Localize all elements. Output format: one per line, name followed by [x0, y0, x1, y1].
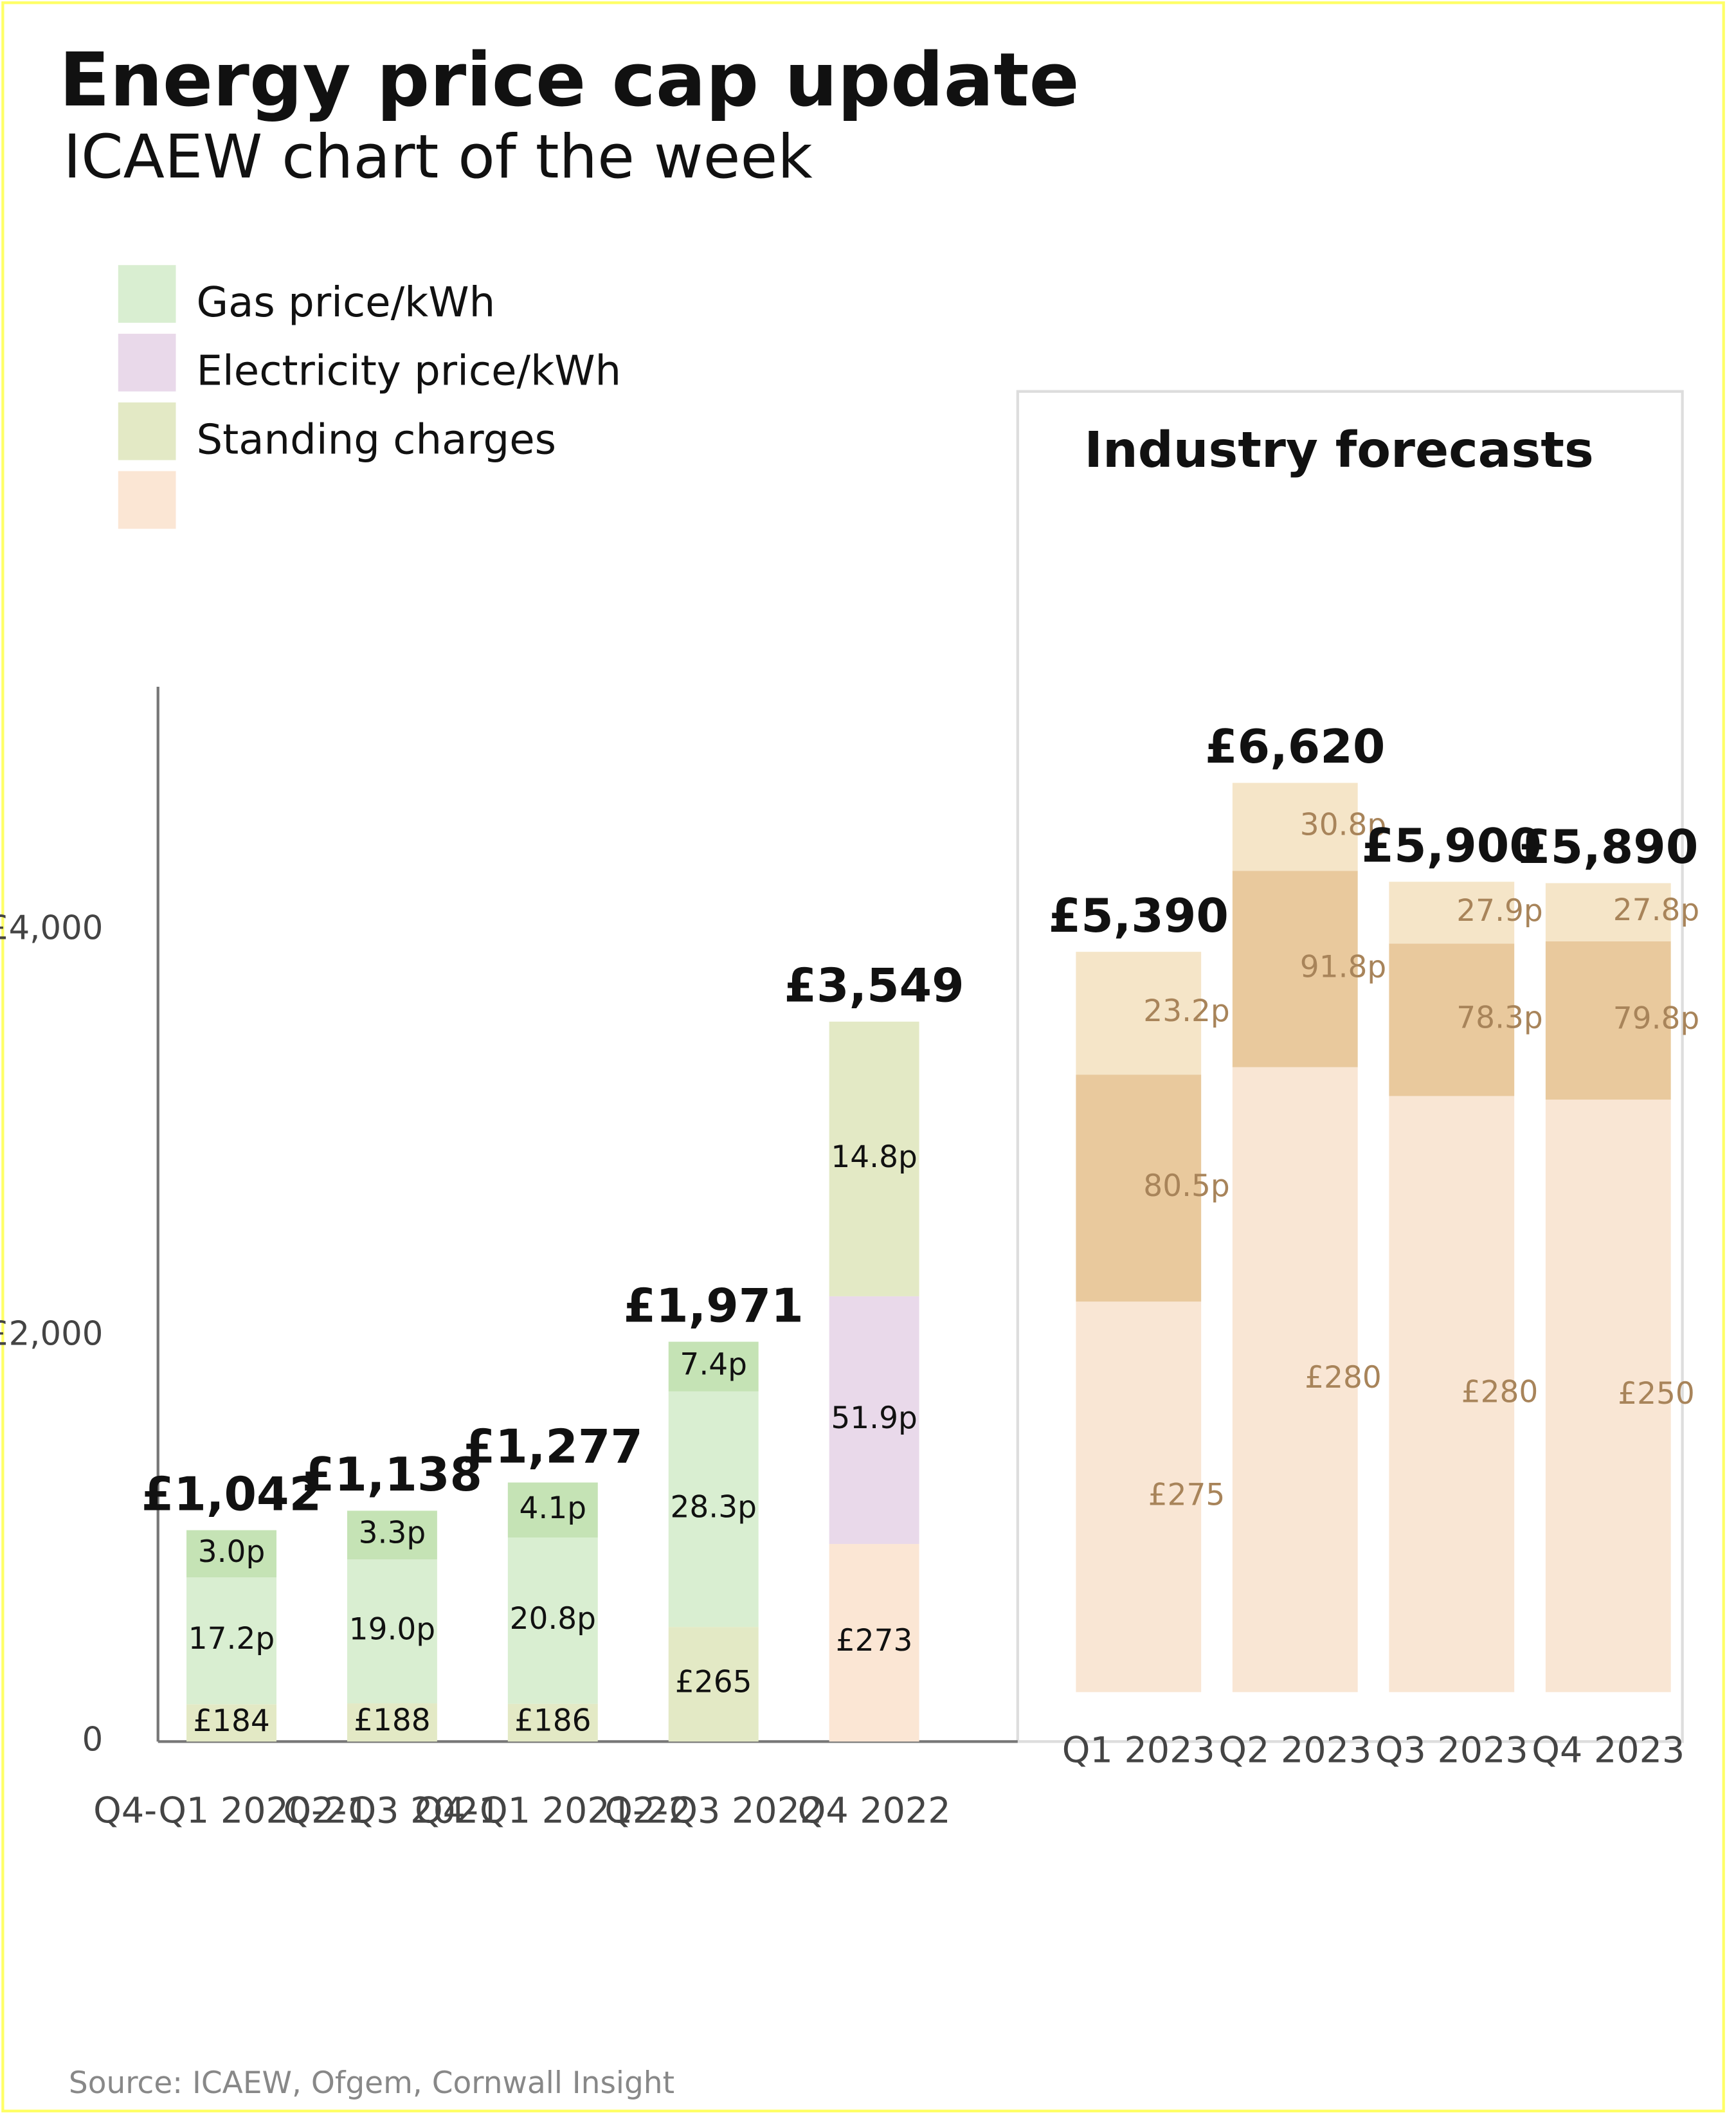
- y-tick-label: 0: [82, 1720, 104, 1759]
- segment-label: 51.9p: [831, 1401, 917, 1436]
- bar-segment: [829, 1544, 919, 1742]
- total-label: £1,277: [463, 1420, 643, 1474]
- segment-label: £275: [1148, 1477, 1225, 1512]
- x-tick-label: Q4 2022: [798, 1790, 951, 1832]
- legend-label: Electricity price/kWh: [197, 348, 622, 395]
- bar-segment: [507, 1482, 598, 1537]
- bar-segment: [1389, 943, 1515, 1096]
- bar-segment: [1389, 882, 1515, 944]
- bar-segment: [347, 1703, 437, 1742]
- segment-label: 79.8p: [1613, 1001, 1699, 1036]
- total-label: £1,138: [302, 1448, 482, 1502]
- segment-label: £186: [514, 1703, 592, 1739]
- segment-label: 14.8p: [831, 1139, 917, 1175]
- segment-label: £184: [193, 1703, 270, 1739]
- x-tick-label: Q4 2023: [1532, 1730, 1685, 1772]
- segment-label: £250: [1618, 1376, 1695, 1411]
- y-tick-label: £4,000: [0, 909, 103, 948]
- bar-segment: [829, 1296, 919, 1545]
- bar-segment: [668, 1391, 759, 1628]
- legend-swatch: [118, 265, 176, 323]
- total-label: £3,549: [784, 959, 964, 1013]
- bar-segment: [1232, 1067, 1358, 1692]
- legend-label: Standing charges: [197, 416, 556, 464]
- segment-label: 30.8p: [1300, 807, 1386, 842]
- bar-segment: [1232, 871, 1358, 1067]
- segment-label: £280: [1461, 1374, 1539, 1410]
- segment-label: 27.8p: [1613, 893, 1699, 928]
- title: Energy price cap update: [59, 37, 1080, 123]
- bar-segment: [1545, 941, 1671, 1100]
- segment-label: 23.2p: [1143, 993, 1229, 1029]
- bar-segment: [186, 1530, 276, 1578]
- subtitle: ICAEW chart of the week: [63, 122, 813, 192]
- total-label: £5,390: [1049, 889, 1229, 943]
- segment-label: 7.4p: [680, 1347, 747, 1383]
- total-label: £1,042: [141, 1467, 321, 1521]
- bar-segment: [507, 1537, 598, 1704]
- legend-label: Gas price/kWh: [197, 279, 496, 327]
- total-label: £5,900: [1362, 819, 1542, 873]
- bar-segment: [668, 1341, 759, 1392]
- y-tick-label: £2,000: [0, 1314, 103, 1353]
- panel-title: Industry forecasts: [1084, 422, 1593, 479]
- segment-label: 27.9p: [1456, 893, 1542, 929]
- x-tick-label: Q4-Q1 2020-21: [93, 1790, 370, 1832]
- x-tick-label: Q2-Q3 2022: [604, 1790, 822, 1832]
- segment-label: 28.3p: [670, 1489, 756, 1525]
- forecast-box: [1016, 390, 1684, 1743]
- segment-label: 19.0p: [349, 1612, 435, 1647]
- bar-segment: [1076, 952, 1202, 1075]
- bar-segment: [186, 1577, 276, 1705]
- bar-segment: [347, 1559, 437, 1704]
- segment-label: 4.1p: [520, 1491, 587, 1526]
- segment-label: £265: [675, 1665, 752, 1700]
- bar-segment: [186, 1704, 276, 1742]
- bar-segment: [1389, 1096, 1515, 1692]
- bar-segment: [347, 1510, 437, 1560]
- bar-segment: [668, 1627, 759, 1742]
- segment-label: 3.0p: [198, 1534, 266, 1570]
- bar-segment: [1545, 1100, 1671, 1692]
- segment-label: £280: [1305, 1360, 1382, 1395]
- bar-segment: [1232, 783, 1358, 871]
- source: Source: ICAEW, Ofgem, Cornwall Insight: [69, 2065, 674, 2101]
- x-tick-label: Q1 2023: [1062, 1730, 1215, 1772]
- bar-segment: [1076, 1075, 1202, 1302]
- x-tick-label: Q2-Q3 2021: [283, 1790, 501, 1832]
- bar-segment: [1545, 883, 1671, 941]
- total-label: £1,971: [624, 1279, 804, 1333]
- segment-label: 80.5p: [1143, 1168, 1229, 1204]
- segment-label: 91.8p: [1300, 949, 1386, 984]
- segment-label: 78.3p: [1456, 1000, 1542, 1035]
- segment-label: 20.8p: [510, 1601, 596, 1637]
- legend-swatch: [118, 471, 176, 529]
- segment-label: 17.2p: [188, 1621, 275, 1656]
- x-tick-label: Q2 2023: [1218, 1730, 1371, 1772]
- x-tick-label: Q4-Q1 2021-22: [415, 1790, 691, 1832]
- segment-label: £188: [354, 1703, 431, 1738]
- segment-label: £273: [836, 1623, 913, 1658]
- legend-swatch: [118, 334, 176, 392]
- total-label: £6,620: [1205, 720, 1385, 774]
- bar-segment: [829, 1021, 919, 1296]
- bar-segment: [507, 1703, 598, 1742]
- legend-swatch: [118, 402, 176, 460]
- bar-segment: [1076, 1301, 1202, 1692]
- segment-label: 3.3p: [359, 1516, 426, 1551]
- total-label: £5,890: [1518, 821, 1698, 875]
- x-tick-label: Q3 2023: [1375, 1730, 1528, 1772]
